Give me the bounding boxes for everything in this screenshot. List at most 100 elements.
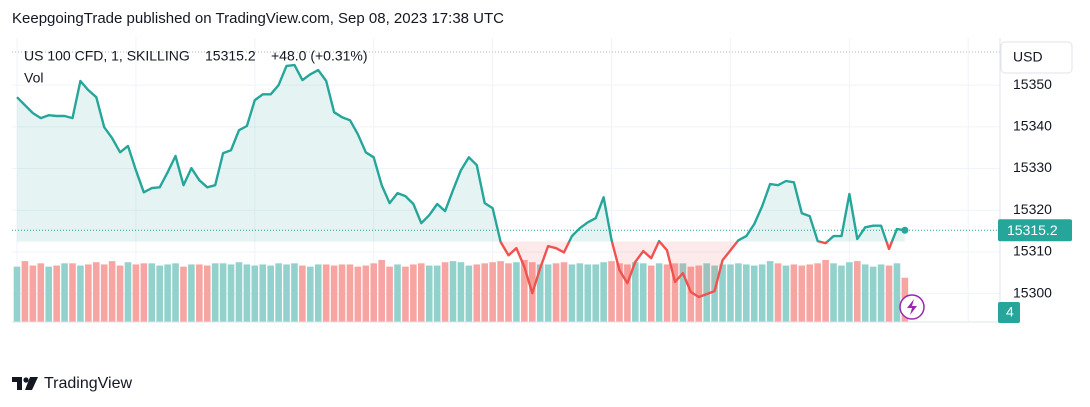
last-price-tag — [998, 219, 1072, 242]
volume-bar — [227, 264, 235, 322]
volume-bar — [766, 261, 774, 322]
volume-bar — [124, 262, 132, 322]
volume-bar — [77, 265, 84, 322]
volume-bar — [743, 264, 750, 322]
volume-bar — [584, 264, 592, 322]
volume-bar — [560, 262, 568, 322]
y-tick-label: 15330 — [1013, 159, 1052, 175]
volume-bar — [92, 262, 100, 322]
x-tick-label: 16:45 — [475, 334, 510, 350]
volume-bar — [196, 264, 203, 322]
volume-bar — [465, 265, 473, 322]
volume-bar — [61, 263, 68, 322]
volume-bar — [108, 261, 116, 322]
volume-bar — [370, 263, 378, 322]
volume-bar — [663, 264, 671, 322]
volume-bar — [877, 264, 885, 322]
volume-bar — [307, 266, 314, 322]
volume-bar — [750, 265, 758, 322]
volume-bar — [156, 265, 163, 322]
volume-bar — [402, 266, 409, 322]
logo-mark — [25, 377, 38, 390]
x-tick-label: 17:30 — [832, 334, 867, 350]
volume-bar — [505, 263, 512, 322]
x-tick-label: 15:45 — [0, 334, 35, 350]
volume-bar — [275, 263, 282, 322]
y-tick-label: 15320 — [1013, 201, 1052, 217]
volume-bar — [655, 263, 663, 322]
volume-bar — [69, 263, 76, 322]
y-tick-label: 15340 — [1013, 118, 1052, 134]
currency-button[interactable] — [1000, 41, 1073, 74]
volume-bar — [211, 263, 219, 322]
volume-bar — [267, 265, 274, 322]
volume-bar — [544, 264, 552, 322]
y-tick-label: 15350 — [1013, 76, 1052, 92]
volume-bar — [164, 264, 171, 322]
currency[interactable]: USD — [1013, 49, 1043, 65]
volume-tag-label: 4 — [1006, 304, 1014, 320]
volume-bar — [854, 261, 861, 322]
volume-bar — [172, 263, 179, 322]
x-tick-label: 16:00 — [118, 334, 154, 350]
volume-bar — [552, 263, 560, 322]
y-tick-label: 15310 — [1013, 243, 1052, 259]
volume-bar — [885, 265, 893, 322]
volume-bar — [457, 262, 465, 322]
logo-mark — [23, 377, 29, 383]
volume-bar — [410, 264, 417, 322]
volume-bar — [592, 264, 600, 322]
volume-bar — [13, 266, 21, 322]
volume-bar — [188, 264, 195, 322]
volume-bar — [386, 266, 393, 322]
brand: TradingView — [44, 375, 132, 392]
volume-bar — [624, 264, 631, 322]
volume-bar — [180, 266, 187, 322]
volume-bar — [576, 263, 584, 322]
logo-mark — [12, 377, 22, 390]
volume-bar — [148, 263, 156, 322]
volume-bar — [338, 264, 346, 322]
price-change: +48.0 (+0.31%) — [271, 48, 368, 64]
volume-bar — [774, 263, 782, 322]
volume-bar — [719, 264, 726, 322]
volume-bar — [869, 266, 877, 322]
volume-bar — [45, 266, 53, 322]
volume-bar — [473, 264, 481, 322]
volume-bar — [647, 265, 655, 322]
x-tick-label: 17:00 — [594, 334, 630, 350]
volume-bar — [132, 264, 140, 322]
volume-bar — [846, 262, 853, 322]
volume-bar — [489, 262, 496, 322]
volume-bar — [822, 260, 829, 322]
volume-bar — [806, 264, 814, 322]
volume-bar — [600, 262, 607, 322]
volume-bar — [513, 262, 520, 322]
volume-bar — [346, 264, 354, 322]
volume-bar — [830, 263, 837, 322]
volume-tag — [998, 302, 1020, 323]
volume-bar — [639, 263, 647, 322]
volume-bar — [203, 265, 211, 322]
volume-bar — [758, 264, 766, 322]
volume-bar — [568, 264, 576, 322]
volume-bar — [632, 262, 639, 322]
volume-bar — [782, 265, 790, 322]
volume-bar — [441, 262, 449, 322]
volume-bar — [671, 263, 679, 322]
logo — [12, 377, 38, 390]
volume-bar — [449, 261, 457, 322]
volume-bar — [497, 261, 504, 322]
volume-bar — [314, 264, 322, 322]
volume-bar — [679, 263, 687, 322]
volume-bar — [433, 265, 441, 322]
plot-area — [12, 38, 1000, 322]
volume-bar — [394, 264, 401, 322]
last-price-tag-label: 15315.2 — [1007, 222, 1058, 238]
symbol: US 100 CFD, 1, SKILLING — [24, 48, 190, 64]
x-tick-label: 16:30 — [356, 334, 391, 350]
volume-bar — [481, 263, 489, 322]
volume-bar — [727, 264, 734, 322]
volume-bar — [243, 264, 251, 322]
